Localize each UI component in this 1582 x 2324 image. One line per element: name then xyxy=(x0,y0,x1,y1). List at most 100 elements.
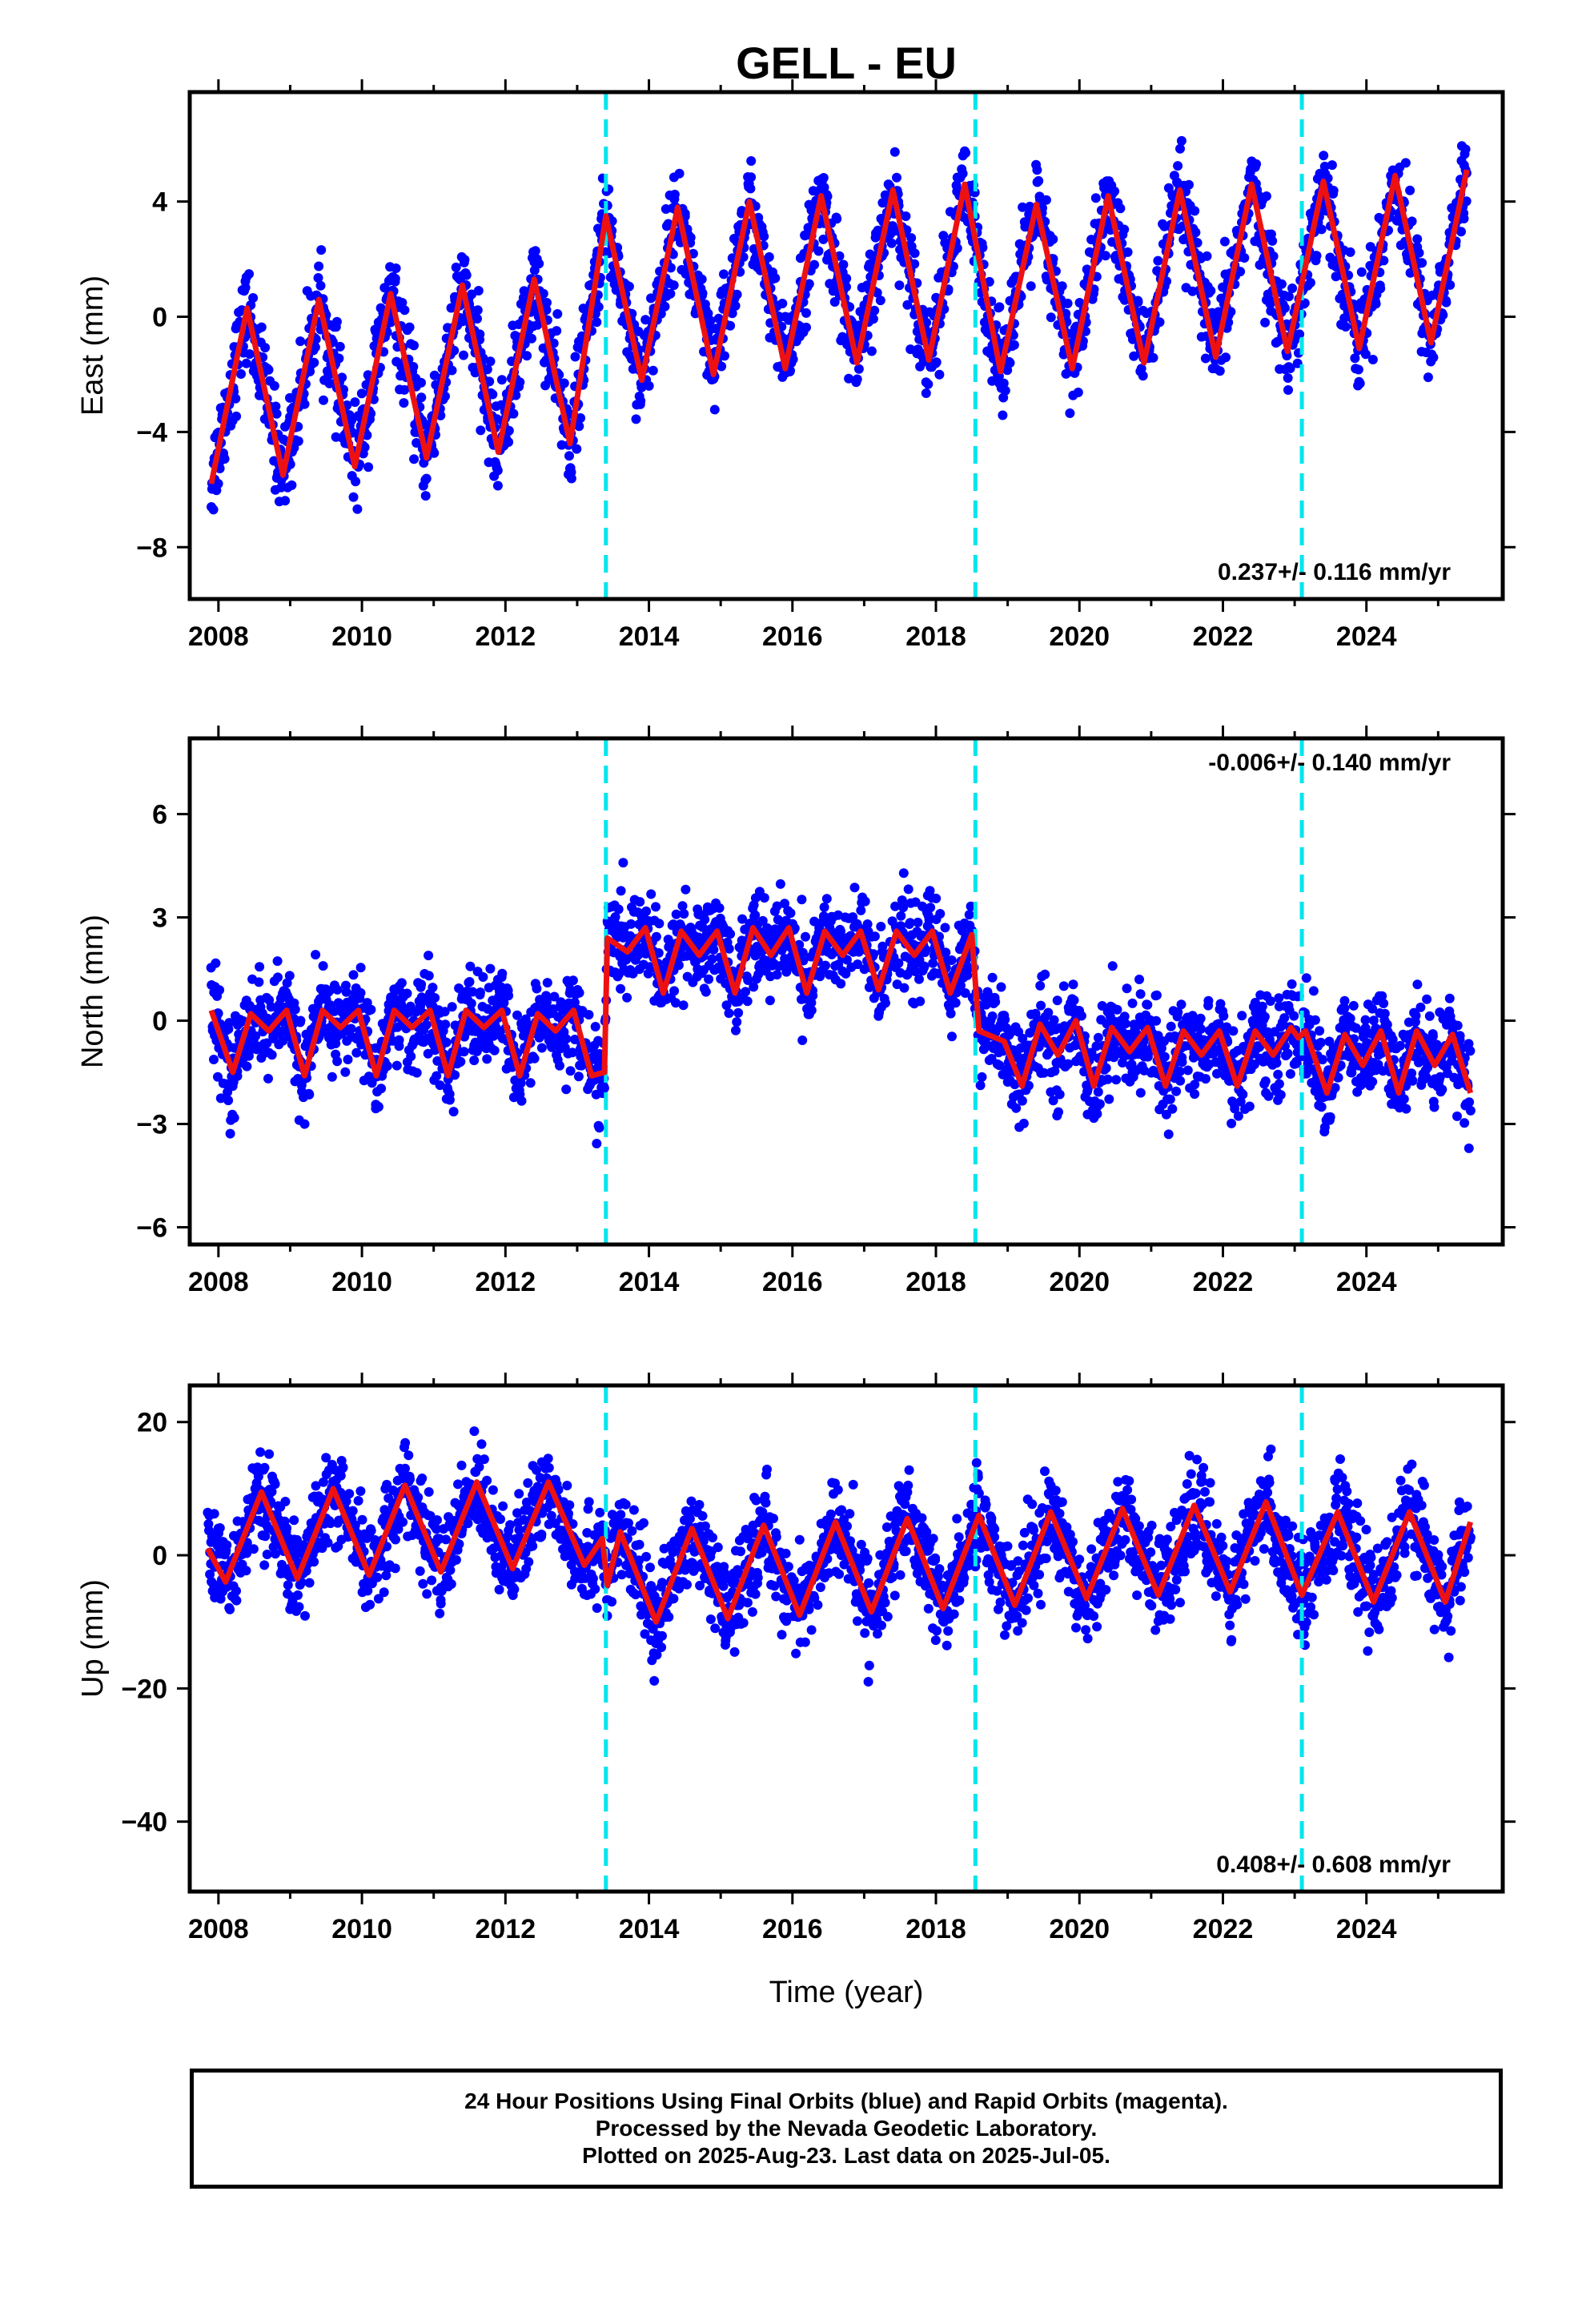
data-point xyxy=(977,1072,987,1082)
data-point xyxy=(733,1007,744,1018)
data-point xyxy=(1328,186,1339,195)
data-point xyxy=(590,1022,600,1031)
data-point xyxy=(1122,983,1132,994)
data-point xyxy=(1092,1108,1102,1119)
data-point xyxy=(1233,1111,1243,1121)
data-point xyxy=(532,983,542,994)
data-point xyxy=(1356,267,1367,277)
data-point xyxy=(671,998,681,1008)
data-point xyxy=(806,1005,817,1015)
data-point xyxy=(440,1007,450,1017)
data-point xyxy=(316,245,327,255)
data-point xyxy=(451,262,461,272)
panel-frame xyxy=(187,90,1505,601)
data-point xyxy=(946,955,957,965)
data-point xyxy=(340,1067,351,1077)
data-point xyxy=(898,868,909,879)
data-point xyxy=(402,988,412,999)
data-point xyxy=(561,1084,572,1095)
data-point xyxy=(685,232,696,243)
data-point xyxy=(334,353,344,364)
data-point xyxy=(1267,235,1278,246)
data-point xyxy=(572,444,582,454)
data-point xyxy=(646,889,656,899)
data-point xyxy=(1046,312,1056,323)
data-point xyxy=(476,425,486,436)
data-point xyxy=(1283,1048,1293,1059)
data-point xyxy=(366,1004,376,1015)
data-point xyxy=(1417,258,1427,268)
data-point xyxy=(499,998,509,1008)
data-point xyxy=(1327,160,1337,171)
data-point xyxy=(875,296,885,306)
data-point xyxy=(1285,364,1295,373)
data-point xyxy=(966,901,976,911)
data-point xyxy=(1154,317,1165,328)
data-point xyxy=(412,1068,422,1078)
data-point xyxy=(534,259,544,269)
figure-title: GELL - EU xyxy=(736,38,957,88)
data-point xyxy=(299,399,310,409)
data-point xyxy=(919,961,930,971)
data-point xyxy=(1018,202,1028,212)
data-point xyxy=(1379,255,1389,266)
data-point xyxy=(416,392,427,403)
data-point xyxy=(644,380,654,391)
data-point xyxy=(757,915,768,926)
data-point xyxy=(743,975,753,985)
data-point xyxy=(1034,175,1044,186)
data-point xyxy=(549,991,560,1002)
data-point xyxy=(832,214,842,224)
data-point xyxy=(1316,1102,1327,1112)
data-point xyxy=(903,884,913,895)
data-point xyxy=(1190,206,1200,216)
data-point xyxy=(394,1035,404,1045)
data-point xyxy=(764,251,774,262)
x-tick-label: 2012 xyxy=(475,621,536,652)
y-tick-label: 0 xyxy=(152,303,167,333)
data-point xyxy=(1285,1069,1295,1079)
data-point xyxy=(1011,1103,1022,1113)
data-point xyxy=(869,949,879,959)
data-point xyxy=(813,246,824,256)
data-point xyxy=(482,364,492,375)
data-point xyxy=(853,959,863,970)
data-point xyxy=(1166,1021,1176,1031)
data-point xyxy=(759,231,769,242)
data-point xyxy=(714,903,725,913)
data-point xyxy=(573,1072,584,1082)
data-point xyxy=(1054,1089,1065,1100)
data-point xyxy=(1115,203,1126,214)
data-point xyxy=(841,955,852,965)
data-point xyxy=(599,1083,609,1093)
panel-north: 2008 2010 2012 2014 2016 2018 2020 2022 2024−6−3… xyxy=(76,726,1516,1297)
data-point xyxy=(1200,353,1211,364)
data-point xyxy=(1165,1094,1175,1104)
data-point xyxy=(460,255,470,265)
data-point xyxy=(447,365,457,376)
data-point xyxy=(1187,1011,1198,1021)
data-point xyxy=(1173,161,1183,171)
data-point xyxy=(416,377,426,388)
x-tick-label: 2024 xyxy=(1336,621,1397,652)
data-point xyxy=(841,273,852,283)
data-point xyxy=(1283,385,1293,395)
data-point xyxy=(219,454,230,464)
data-point xyxy=(978,243,988,253)
data-point xyxy=(373,1102,383,1112)
data-point xyxy=(876,922,886,931)
data-point xyxy=(1039,1068,1049,1078)
data-point xyxy=(1274,993,1284,1003)
data-point xyxy=(432,1055,443,1066)
data-point xyxy=(697,274,707,284)
data-point xyxy=(448,1107,459,1117)
data-point xyxy=(759,893,769,903)
data-point xyxy=(1299,298,1310,308)
data-point xyxy=(1119,224,1130,235)
data-point xyxy=(251,1031,261,1041)
data-point xyxy=(809,259,820,270)
data-point xyxy=(592,317,602,328)
data-point xyxy=(416,979,427,990)
data-point xyxy=(400,305,410,316)
data-point xyxy=(910,967,921,977)
